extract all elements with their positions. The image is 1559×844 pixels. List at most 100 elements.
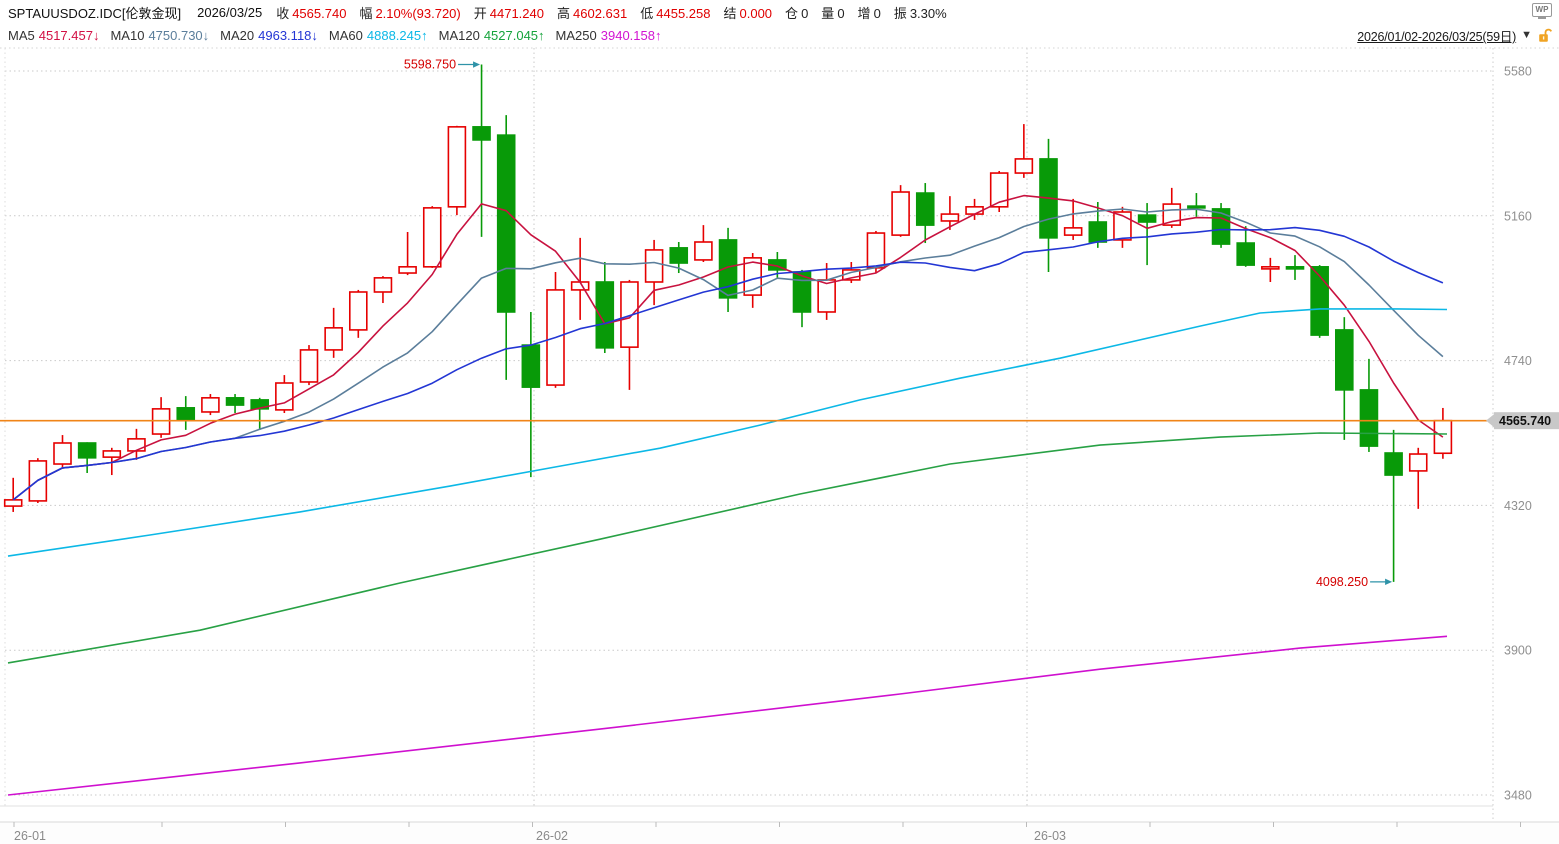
candle-up: [694, 241, 713, 261]
ma-lines: [7, 194, 1448, 796]
field-label: 收: [276, 5, 290, 21]
candle-up: [940, 213, 960, 222]
y-axis-tick-label: 5580: [1504, 65, 1532, 79]
ma-line-ma60: [7, 308, 1448, 557]
candle-down: [669, 247, 689, 264]
date-range-text[interactable]: 2026/01/02-2026/03/25(59日): [1357, 30, 1517, 44]
candle-down: [176, 407, 196, 421]
ma-legend-item: MA5 4517.457↓: [8, 28, 99, 43]
candle-up: [1261, 266, 1280, 270]
candle-up: [102, 450, 122, 458]
ma-label: MA250: [555, 27, 597, 43]
x-axis-strip: 26-01 26-02 26-03: [0, 821, 1559, 844]
candle-down: [496, 134, 516, 313]
candle-down: [1187, 205, 1206, 209]
field-label: 开: [473, 5, 487, 21]
candle-up: [644, 249, 664, 283]
quote-field: 幅 2.10%(93.720): [359, 6, 460, 21]
candle-down: [1137, 214, 1157, 223]
field-label: 幅: [359, 5, 373, 21]
field-label: 结: [723, 5, 737, 21]
y-axis-tick-label: 4320: [1504, 499, 1532, 513]
chevron-down-icon[interactable]: ▼: [1521, 29, 1532, 41]
candle-up: [53, 442, 72, 465]
annotation-arrow-icon: [473, 61, 481, 68]
ma-legend-item: MA10 4750.730↓: [110, 28, 209, 43]
field-value: 4455.258: [656, 5, 711, 21]
y-axis-tick-label: 4740: [1504, 354, 1532, 368]
candle-up: [3, 499, 23, 507]
y-axis-tick-label: 3900: [1504, 644, 1532, 658]
candle-down: [718, 239, 738, 299]
x-axis-tick-label: 26-02: [536, 829, 568, 843]
ma-line-ma20: [12, 226, 1444, 501]
ma-label: MA10: [110, 27, 145, 43]
candle-down: [1359, 389, 1379, 447]
x-axis-tick-label: 26-01: [14, 829, 46, 843]
candle-up: [817, 279, 836, 313]
candle-up: [275, 382, 294, 411]
x-axis-tick-label: 26-03: [1034, 829, 1066, 843]
candle-up: [398, 266, 417, 274]
candle-up: [348, 291, 368, 331]
field-label: 高: [556, 5, 570, 21]
field-value: 4565.740: [292, 5, 347, 21]
candle-up: [620, 281, 639, 348]
field-value: 3.30%: [909, 5, 947, 21]
candle-down: [225, 397, 245, 406]
field-value: 0: [801, 5, 809, 21]
ma-value: 4963.118↓: [258, 27, 318, 43]
quote-field: 振 3.30%: [894, 6, 947, 21]
quote-header-bar: SPTAUUSDOZ.IDC[伦敦金现] 2026/03/25 收 4565.74…: [0, 0, 1559, 24]
candle-down: [1285, 266, 1305, 270]
candle-up: [201, 397, 220, 413]
quote-field: 结 0.000: [723, 6, 772, 21]
field-label: 增: [857, 5, 871, 21]
date-range-control[interactable]: 2026/01/02-2026/03/25(59日) ▼: [1357, 26, 1553, 45]
candle-up: [866, 232, 886, 269]
wenhua-wp-icon[interactable]: WP: [1532, 3, 1552, 19]
price-annotations: 5598.750 4098.250: [404, 58, 1393, 589]
ma-value: 3940.158↑: [600, 27, 662, 43]
candle-down: [472, 126, 491, 141]
field-value: 0.000: [739, 5, 773, 21]
candle-up: [422, 207, 442, 268]
annotation-arrow-icon: [1385, 578, 1393, 586]
candle-down: [595, 281, 615, 349]
candle-down: [1211, 208, 1231, 245]
candle-down: [1236, 242, 1255, 266]
ma-label: MA20: [220, 27, 255, 43]
ma-line-ma10: [12, 208, 1444, 501]
quote-date: 2026/03/25: [197, 4, 263, 20]
ma-label: MA60: [328, 27, 363, 43]
candle-down: [1384, 452, 1403, 476]
ma-label: MA5: [8, 27, 35, 43]
unlocked-padlock-icon[interactable]: [1537, 28, 1553, 44]
candle-down: [1310, 266, 1329, 336]
field-value: 4471.240: [489, 5, 544, 21]
candle-up: [373, 277, 393, 293]
ma-legend-item: MA250 3940.158↑: [556, 28, 662, 43]
candle-up: [1014, 158, 1034, 174]
ma-value: 4888.245↑: [366, 27, 428, 43]
candle-up: [127, 438, 146, 452]
ma-line-ma120: [7, 432, 1448, 664]
quote-field: 收 4565.740: [276, 6, 346, 21]
candlesticks: [3, 64, 1453, 582]
quote-field: 高 4602.631: [557, 6, 627, 21]
current-price-label: 4565.740: [1499, 414, 1551, 428]
field-label: 振: [893, 5, 907, 21]
field-value: 0: [837, 5, 845, 21]
field-label: 量: [821, 5, 835, 21]
low-annotation-text: 4098.250: [1316, 575, 1368, 589]
ma-label: MA120: [438, 27, 480, 43]
candle-up: [891, 191, 910, 236]
field-value: 4602.631: [573, 5, 628, 21]
ma-legend-item: MA20 4963.118↓: [220, 28, 318, 43]
ma-line-ma250: [7, 635, 1448, 796]
ma-line-ma5: [12, 194, 1444, 501]
